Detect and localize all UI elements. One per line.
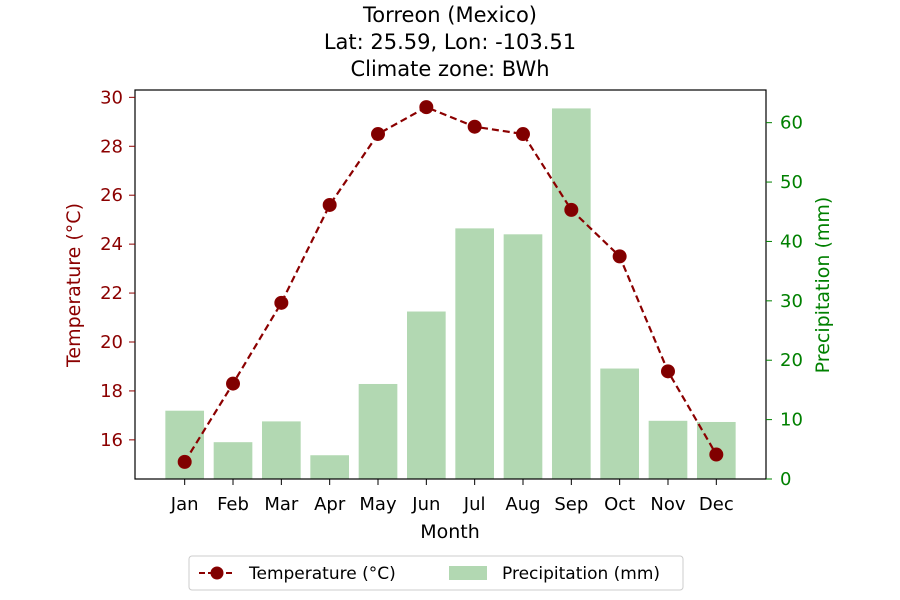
y-axis-left-label: Temperature (°C) bbox=[63, 203, 85, 368]
x-tick-label: Jan bbox=[170, 494, 199, 515]
y-axis-right: 0 10 20 30 40 50 60 bbox=[766, 113, 803, 490]
precipitation-bar bbox=[310, 455, 350, 479]
legend-precipitation-swatch bbox=[449, 566, 487, 580]
legend-temperature-label: Temperature (°C) bbox=[248, 564, 396, 584]
x-tick-label: May bbox=[359, 494, 397, 515]
y-left-tick-label: 24 bbox=[100, 234, 123, 255]
x-axis-label: Month bbox=[420, 521, 480, 543]
temperature-point bbox=[322, 197, 337, 212]
x-tick-label: Oct bbox=[604, 494, 635, 515]
title-line: Climate zone: BWh bbox=[350, 57, 549, 81]
x-tick-label: Aug bbox=[505, 494, 540, 515]
precipitation-bar bbox=[213, 442, 253, 479]
y-right-tick-label: 40 bbox=[780, 231, 803, 252]
x-tick-label: Dec bbox=[699, 494, 734, 515]
title-line: Torreon (Mexico) bbox=[362, 3, 537, 27]
legend-temperature-marker bbox=[210, 566, 224, 580]
y-left-tick-label: 28 bbox=[100, 136, 123, 157]
x-tick-label: Apr bbox=[314, 494, 346, 515]
legend-precipitation-label: Precipitation (mm) bbox=[502, 564, 660, 584]
temperature-point bbox=[274, 295, 289, 310]
y-left-tick-label: 18 bbox=[100, 381, 123, 402]
precipitation-bar bbox=[648, 420, 688, 479]
y-right-tick-label: 10 bbox=[780, 410, 803, 431]
temperature-point bbox=[709, 447, 724, 462]
precipitation-bar bbox=[455, 228, 494, 479]
x-tick-label: Jul bbox=[463, 494, 486, 515]
temperature-point bbox=[177, 454, 192, 469]
precipitation-bar bbox=[407, 311, 446, 479]
y-axis-left: 16 18 20 22 24 26 28 30 bbox=[100, 87, 135, 451]
precipitation-bar bbox=[551, 108, 591, 479]
temperature-point bbox=[467, 119, 482, 134]
temperature-point bbox=[515, 127, 530, 142]
temperature-line bbox=[183, 105, 718, 463]
x-tick-label: Sep bbox=[554, 494, 588, 515]
y-right-tick-label: 20 bbox=[780, 350, 803, 371]
y-left-tick-label: 22 bbox=[100, 283, 123, 304]
y-left-tick-label: 16 bbox=[100, 430, 123, 451]
y-right-tick-label: 0 bbox=[780, 469, 791, 490]
legend: Temperature (°C) Precipitation (mm) bbox=[188, 555, 684, 591]
y-left-tick-label: 20 bbox=[100, 332, 123, 353]
precipitation-bars bbox=[165, 108, 736, 479]
y-right-tick-label: 60 bbox=[780, 113, 803, 134]
y-axis-right-label: Precipitation (mm) bbox=[812, 197, 834, 374]
x-axis: Jan Feb Mar Apr May Jun Jul Aug Sep Oct Nov Dec bbox=[170, 479, 734, 515]
precipitation-bar bbox=[503, 234, 543, 479]
precipitation-bar bbox=[358, 383, 398, 479]
plot-frame bbox=[134, 89, 767, 480]
chart-title: Torreon (Mexico) Lat: 25.59, Lon: -103.51… bbox=[324, 3, 576, 81]
title-line: Lat: 25.59, Lon: -103.51 bbox=[324, 30, 576, 54]
x-tick-label: Mar bbox=[264, 494, 299, 515]
precipitation-bar bbox=[600, 368, 639, 479]
temperature-point bbox=[564, 202, 579, 217]
legend-box bbox=[188, 555, 684, 591]
x-tick-label: Feb bbox=[217, 494, 249, 515]
y-left-tick-label: 30 bbox=[100, 87, 123, 108]
x-tick-label: Nov bbox=[650, 494, 685, 515]
temperature-point bbox=[660, 364, 675, 379]
temperature-series bbox=[177, 100, 724, 469]
y-right-tick-label: 50 bbox=[780, 172, 803, 193]
y-left-tick-label: 26 bbox=[100, 185, 123, 206]
temperature-point bbox=[419, 100, 434, 115]
temperature-point bbox=[226, 376, 241, 391]
y-right-tick-label: 30 bbox=[780, 291, 803, 312]
temperature-point bbox=[371, 127, 386, 142]
temperature-point bbox=[612, 249, 627, 264]
precipitation-bar bbox=[262, 421, 301, 479]
x-tick-label: Jun bbox=[411, 494, 440, 515]
